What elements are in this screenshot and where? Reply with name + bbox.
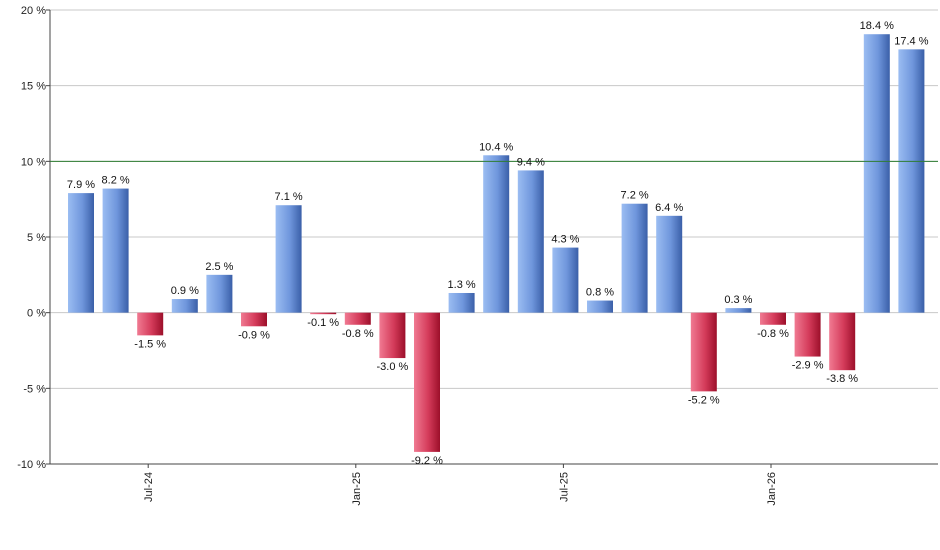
bar-positive: [483, 155, 510, 313]
bar-positive: [656, 215, 683, 313]
data-label: 2.5 %: [205, 261, 233, 273]
data-label: -0.1 %: [307, 317, 339, 329]
bar-negative: [137, 312, 164, 336]
bar-negative: [760, 312, 786, 325]
data-label: 8.2 %: [102, 175, 130, 187]
data-label: 9.4 %: [517, 156, 545, 168]
data-label: -2.9 %: [792, 360, 824, 372]
data-label: 7.9 %: [67, 179, 95, 191]
data-label: 17.4 %: [894, 35, 928, 47]
bar-negative: [310, 312, 337, 315]
y-tick-label: -10 %: [17, 459, 46, 471]
data-label: -3.0 %: [377, 361, 409, 373]
data-label: -5.2 %: [688, 394, 720, 406]
data-label: -0.8 %: [757, 328, 789, 340]
bar-negative: [241, 312, 267, 327]
y-tick-label: 5 %: [27, 232, 46, 244]
data-label: -0.9 %: [238, 329, 270, 341]
bar-positive: [587, 300, 613, 313]
data-label: 7.2 %: [621, 190, 649, 202]
bar-positive: [206, 274, 233, 313]
x-tick-label: Jul-24: [143, 472, 155, 502]
data-label: 7.1 %: [275, 191, 303, 203]
data-label: 18.4 %: [860, 20, 894, 32]
data-label: -3.8 %: [826, 373, 858, 385]
y-tick-label: 20 %: [21, 5, 46, 17]
data-label: -0.8 %: [342, 328, 374, 340]
bar-negative: [344, 312, 371, 325]
data-label: 0.9 %: [171, 285, 199, 297]
data-label: -1.5 %: [134, 338, 166, 350]
data-labels: 7.9 % 8.2 % -1.5 % 0.9 % 2.5 % -0.9 % 7.1 % -0.…: [67, 20, 929, 467]
data-label: 6.4 %: [655, 202, 683, 214]
x-tick-label: Jan-25: [351, 472, 363, 506]
data-label: 4.3 %: [551, 234, 579, 246]
y-tick-label: -5 %: [23, 383, 46, 395]
bar-positive: [552, 247, 579, 313]
axes: 20 % 15 % 10 % 5 % 0 % -5 % -10 % Jul-24 Jan-25 J…: [17, 5, 938, 506]
y-tick-label: 10 %: [21, 156, 46, 168]
bar-negative: [414, 312, 440, 452]
bar-positive: [68, 193, 94, 313]
bar-negative: [829, 312, 856, 371]
bar-positive: [275, 205, 302, 313]
x-tick-label: Jul-25: [558, 472, 570, 502]
bar-positive: [102, 188, 129, 313]
bar-positive: [171, 299, 198, 313]
bar-positive: [621, 203, 648, 313]
bar-positive: [448, 292, 475, 313]
bar-negative: [794, 312, 821, 357]
bar-positive: [517, 170, 544, 313]
x-tick-label: Jan-26: [766, 472, 778, 506]
bar-positive: [725, 308, 752, 313]
y-tick-label: 15 %: [21, 81, 46, 93]
bars: [68, 34, 925, 452]
data-label: 0.3 %: [724, 294, 752, 306]
bar-positive: [863, 34, 890, 313]
data-label: 10.4 %: [479, 141, 513, 153]
data-label: 1.3 %: [448, 279, 476, 291]
bar-positive: [898, 49, 925, 313]
bar-negative: [379, 312, 406, 359]
data-label: 0.8 %: [586, 287, 614, 299]
data-label: -9.2 %: [411, 455, 443, 467]
y-tick-label: 0 %: [27, 308, 46, 320]
bar-negative: [690, 312, 717, 392]
